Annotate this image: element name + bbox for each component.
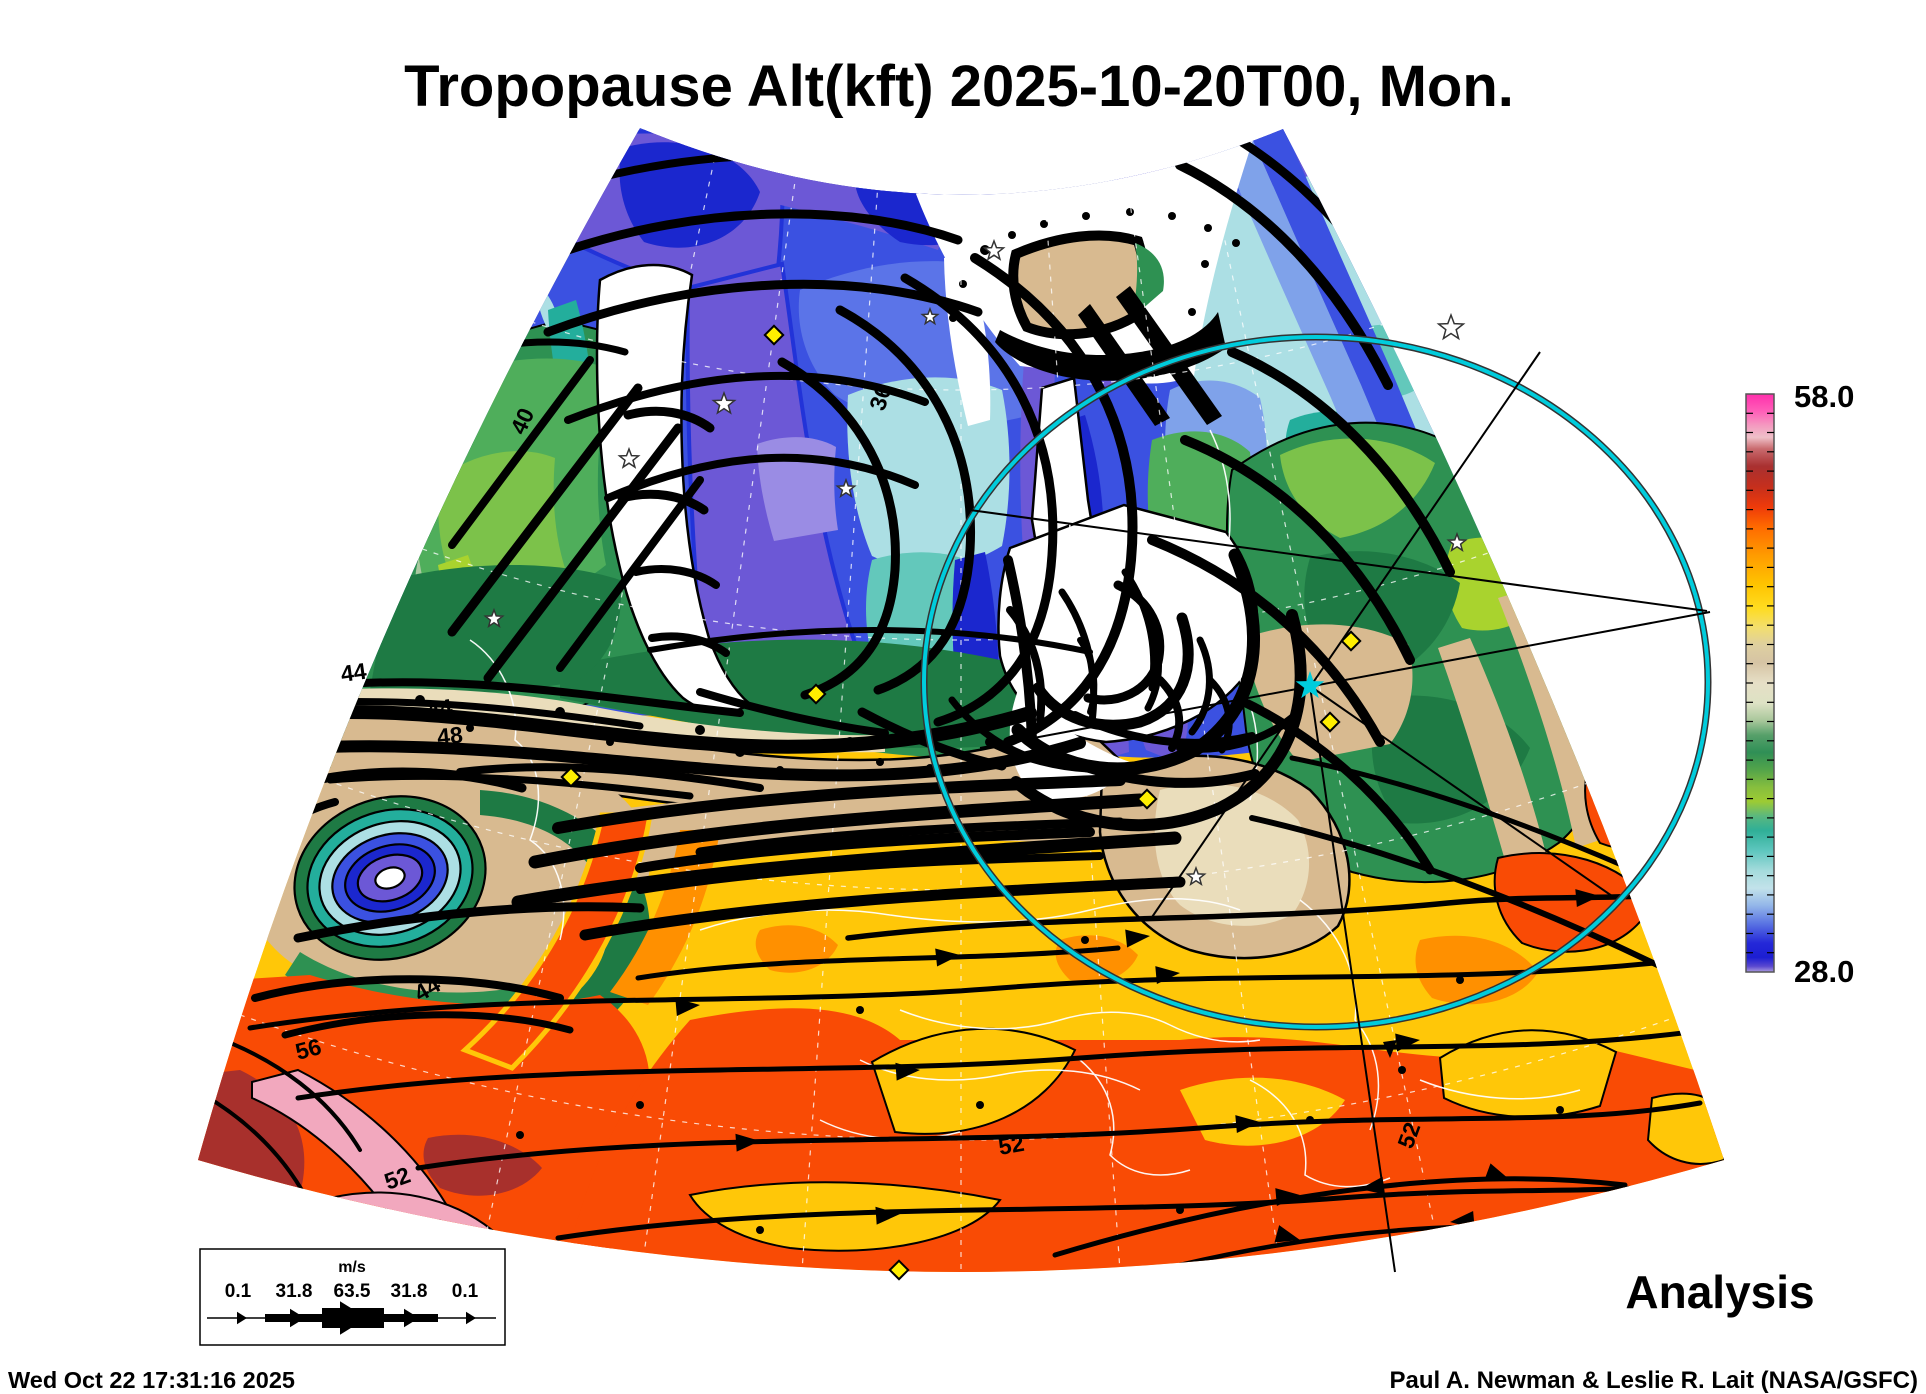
svg-text:58.0: 58.0 (1794, 379, 1854, 414)
svg-text:44: 44 (339, 658, 368, 687)
svg-text:Wed Oct 22 17:31:16 2025: Wed Oct 22 17:31:16 2025 (8, 1367, 295, 1393)
svg-text:44: 44 (425, 694, 454, 723)
svg-text:Analysis: Analysis (1625, 1266, 1814, 1318)
svg-text:52: 52 (996, 1130, 1026, 1160)
svg-text:Paul A. Newman & Leslie R. Lai: Paul A. Newman & Leslie R. Lait (NASA/GS… (1389, 1367, 1918, 1394)
svg-text:31.8: 31.8 (391, 1281, 428, 1302)
svg-text:Tropopause Alt(kft) 2025-10-20: Tropopause Alt(kft) 2025-10-20T00, Mon. (404, 54, 1514, 119)
svg-text:63.5: 63.5 (334, 1281, 371, 1302)
svg-text:0.1: 0.1 (225, 1281, 252, 1302)
svg-text:31.8: 31.8 (276, 1281, 313, 1302)
svg-text:0.1: 0.1 (452, 1281, 479, 1302)
svg-text:48: 48 (436, 721, 464, 750)
svg-text:28.0: 28.0 (1794, 954, 1854, 989)
svg-text:m/s: m/s (338, 1259, 366, 1276)
